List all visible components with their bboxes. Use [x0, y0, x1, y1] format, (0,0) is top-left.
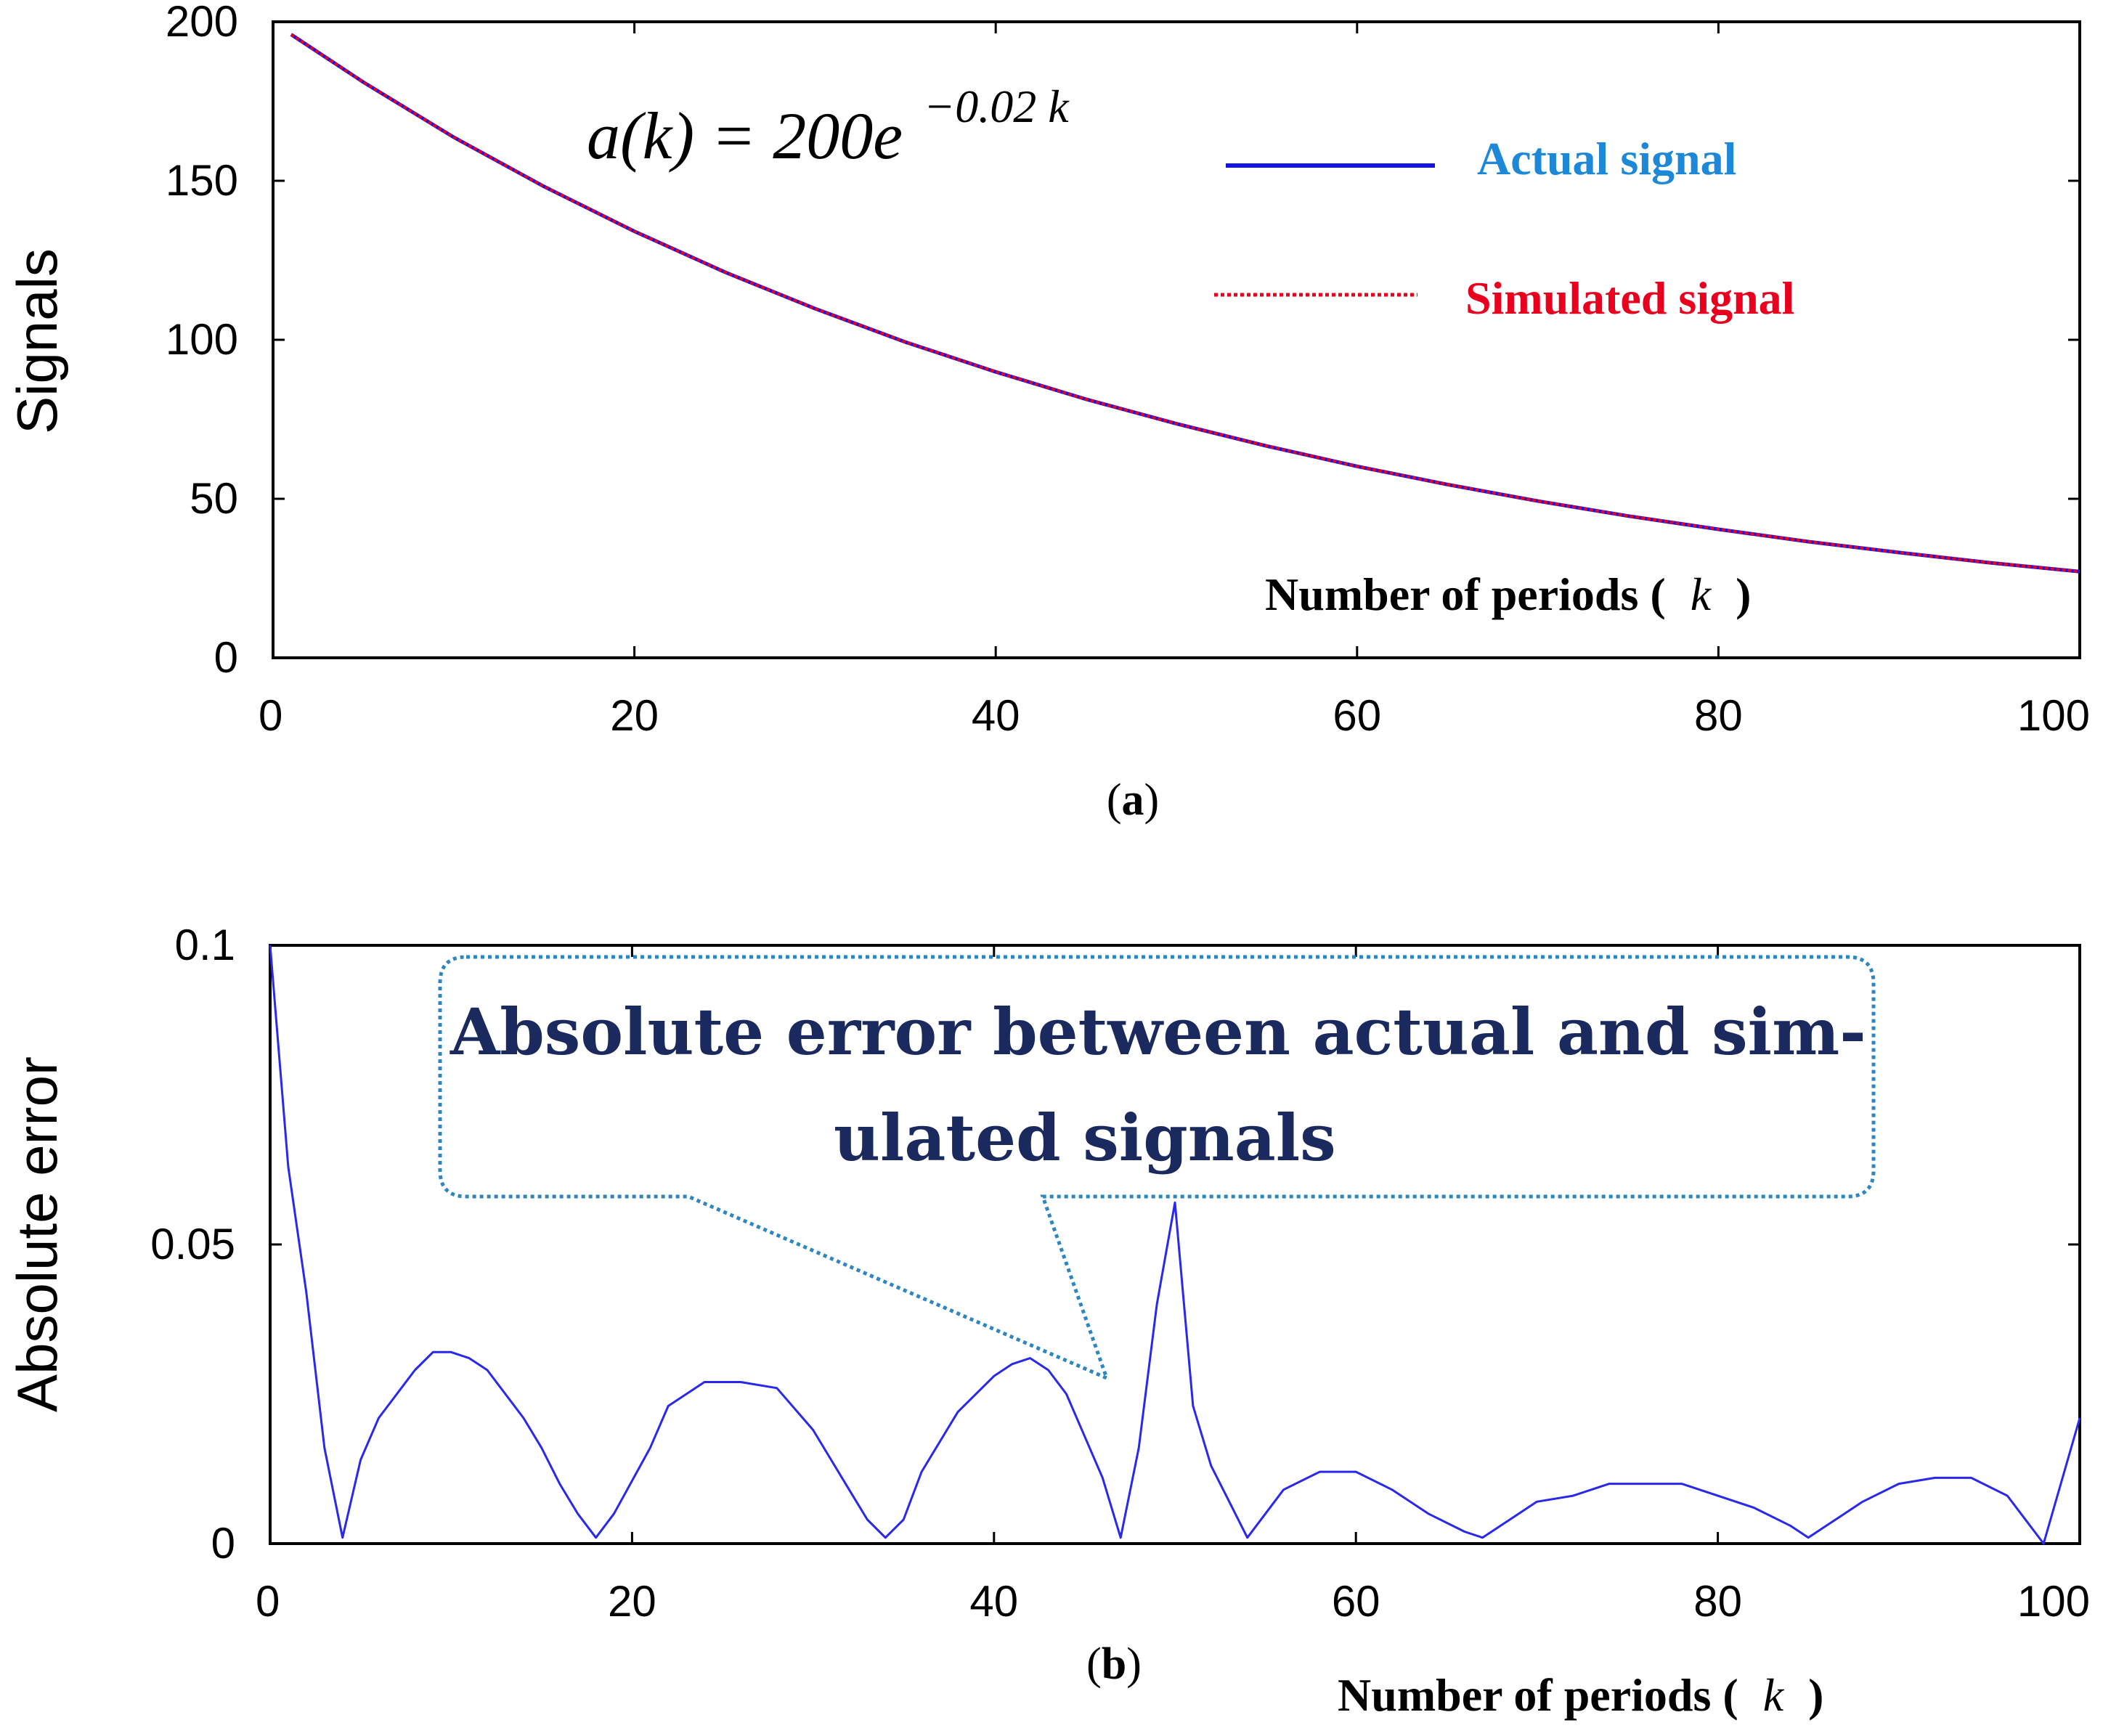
- plot-a-frame: [272, 20, 2081, 659]
- plot-b-callout-bubble: [438, 955, 1876, 1382]
- plot-a-tick-marks: [272, 20, 2081, 659]
- plot-b-x-tick-labels: 0 20 40 60 80 100: [256, 1577, 2090, 1626]
- plot-a-series: [290, 33, 2080, 574]
- panel-b-caption-close: ): [1126, 1639, 1142, 1689]
- plot-a-x-tick-labels: 0 20 40 60 80 100: [259, 691, 2090, 740]
- panel-a-caption: (a): [1107, 775, 1159, 825]
- panel-a-caption-letter: a: [1122, 775, 1144, 825]
- formula-lhs: a(k) = 200e: [587, 99, 903, 173]
- x-tick-label: 20: [608, 1577, 656, 1626]
- panel-a: 0 50 100 150 200 0 20 40 60 80 100 Signals a(k) =…: [5, 0, 2090, 825]
- x-tick-label: 80: [1694, 691, 1743, 740]
- y-tick-label: 0.1: [175, 921, 235, 969]
- plot-a-y-axis-label: Signals: [5, 248, 69, 434]
- plot-a-x-axis-label: Number of periods ( k ): [1265, 569, 1751, 620]
- plot-a-x-axis-label-close: ): [1736, 569, 1751, 620]
- x-tick-label: 60: [1333, 691, 1381, 740]
- y-tick-label: 200: [166, 0, 238, 46]
- y-tick-label: 50: [190, 474, 238, 523]
- series-actual-line: [290, 33, 2080, 574]
- plot-b-x-axis-label-text: Number of periods (: [1338, 1669, 1738, 1721]
- plot-b-series: [269, 945, 2081, 1545]
- plot-b-y-tick-labels: 0 0.05 0.1: [150, 921, 235, 1568]
- x-tick-label: 100: [2017, 1577, 2090, 1626]
- plot-b-x-axis-label-close: ): [1808, 1669, 1823, 1721]
- series-error-line: [269, 945, 2081, 1545]
- panel-a-caption-close: ): [1144, 775, 1160, 825]
- panel-b-caption: (b): [1086, 1639, 1142, 1689]
- panel-a-caption-open: (: [1107, 775, 1122, 825]
- plot-b-x-axis-label-var: k: [1763, 1669, 1785, 1721]
- y-tick-label: 150: [166, 156, 238, 205]
- series-simulated-line: [290, 33, 2080, 574]
- y-tick-label: 100: [166, 315, 238, 364]
- x-tick-label: 40: [972, 691, 1020, 740]
- x-tick-label: 0: [259, 691, 282, 740]
- panel-b-caption-letter: b: [1102, 1639, 1126, 1689]
- panel-b: 0 0.05 0.1 0 20 40 60 80 100 Absolute error bet…: [5, 921, 2090, 1721]
- y-tick-label: 0: [214, 633, 238, 682]
- plot-a-x-axis-label-text: Number of periods (: [1265, 569, 1666, 620]
- plot-a-y-tick-labels: 0 50 100 150 200: [166, 0, 238, 682]
- plot-a-legend: Actual signal Simulated signal: [1214, 133, 1794, 324]
- plot-b-annotation-line-1: Absolute error between actual and sim-: [450, 994, 1866, 1069]
- legend-label-actual: Actual signal: [1477, 133, 1736, 184]
- y-tick-label: 0.05: [150, 1220, 235, 1268]
- x-tick-label: 40: [969, 1577, 1018, 1626]
- plot-a-x-axis-label-var: k: [1691, 569, 1712, 620]
- y-tick-label: 0: [211, 1519, 235, 1568]
- plot-a-formula: a(k) = 200e −0.02 k: [587, 81, 1070, 173]
- x-tick-label: 100: [2017, 691, 2090, 740]
- x-tick-label: 80: [1693, 1577, 1742, 1626]
- plot-b-y-axis-label: Absolute error: [5, 1056, 69, 1412]
- legend-label-simulated: Simulated signal: [1465, 272, 1794, 324]
- x-tick-label: 60: [1332, 1577, 1380, 1626]
- plot-b-tick-marks: [269, 944, 2081, 1545]
- plot-b-x-axis-label: Number of periods ( k ): [1338, 1669, 1823, 1721]
- x-tick-label: 20: [610, 691, 659, 740]
- formula-exponent: −0.02 k: [924, 81, 1070, 132]
- panel-b-caption-open: (: [1086, 1639, 1102, 1689]
- x-tick-label: 0: [256, 1577, 280, 1626]
- plot-b-annotation-line-2: ulated signals: [834, 1100, 1336, 1175]
